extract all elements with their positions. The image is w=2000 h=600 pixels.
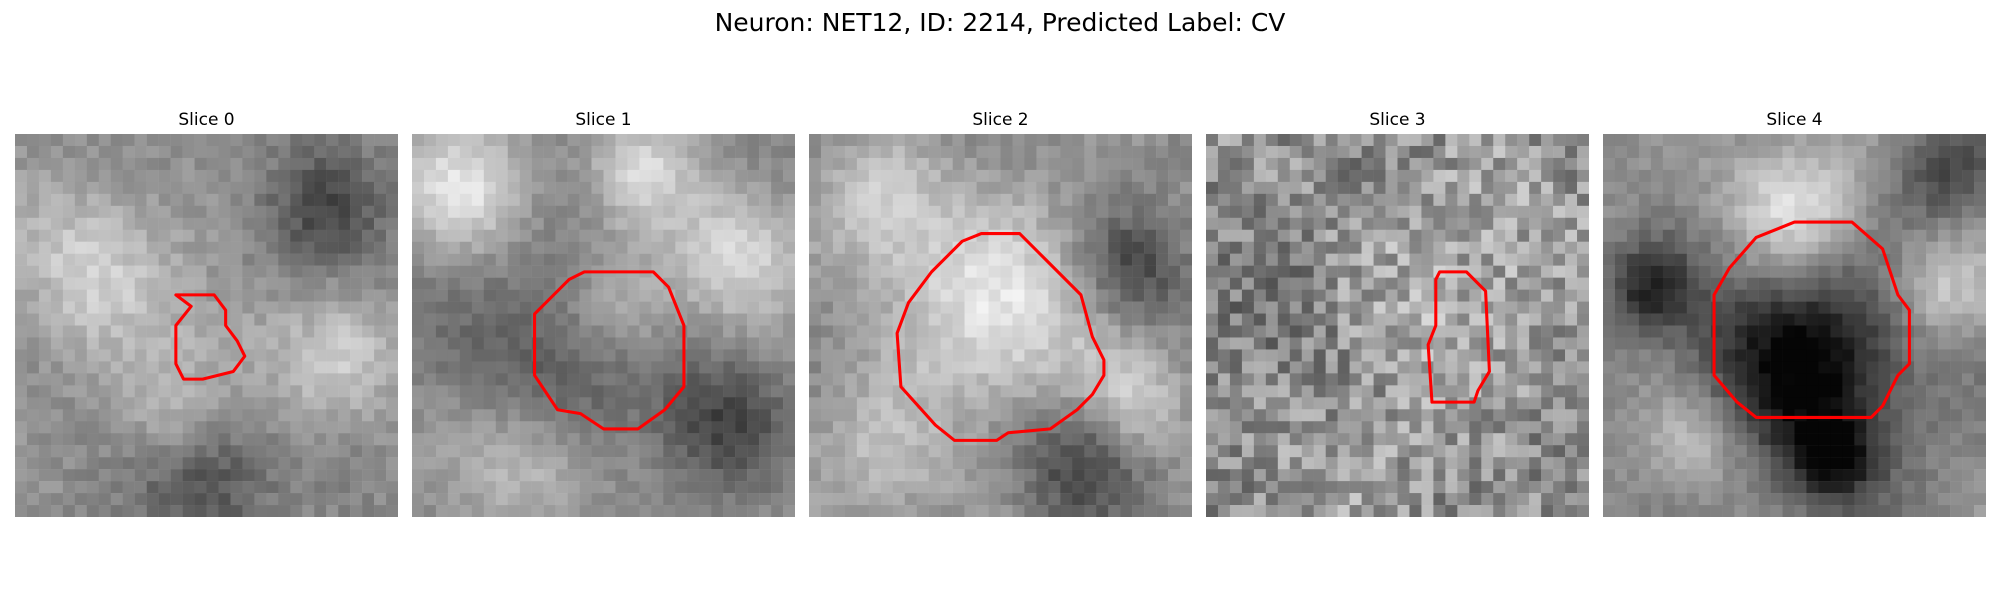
roi-contour-1: [533, 270, 686, 431]
slice-pixels-1: [412, 134, 795, 517]
roi-contour-2: [895, 232, 1106, 442]
slice-panel-1: Slice 1: [412, 108, 795, 520]
slice-title-3: Slice 3: [1369, 110, 1426, 130]
slice-image-3: [1206, 134, 1589, 517]
roi-contour-3: [1426, 270, 1491, 404]
slice-image-0: [15, 134, 398, 517]
slice-pixels-3: [1206, 134, 1589, 517]
slice-image-4: [1603, 134, 1986, 517]
slice-title-0: Slice 0: [178, 110, 235, 130]
slice-title-4: Slice 4: [1766, 110, 1823, 130]
slice-title-2: Slice 2: [972, 110, 1029, 130]
slice-pixels-2: [809, 134, 1192, 517]
slice-image-2: [809, 134, 1192, 517]
slice-pixels-0: [15, 134, 398, 517]
slice-title-1: Slice 1: [575, 110, 632, 130]
slice-panel-3: Slice 3: [1206, 108, 1589, 520]
slice-pixels-4: [1603, 134, 1986, 517]
slice-image-1: [412, 134, 795, 517]
roi-contour-4: [1712, 220, 1911, 419]
figure-title: Neuron: NET12, ID: 2214, Predicted Label…: [714, 8, 1286, 37]
slice-panel-0: Slice 0: [15, 108, 398, 520]
slice-panel-4: Slice 4: [1603, 108, 1986, 520]
slice-panel-2: Slice 2: [809, 108, 1192, 520]
roi-contour-0: [174, 293, 247, 381]
